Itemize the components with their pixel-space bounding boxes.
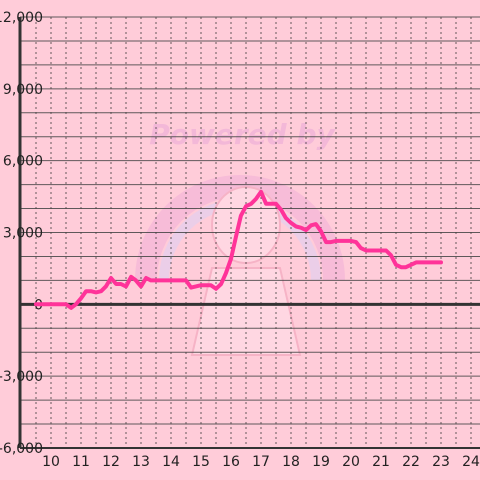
x-tick-label: 20 (342, 454, 360, 470)
y-tick-label: 9,000 (3, 82, 43, 98)
watermark-text: Powered by (149, 118, 336, 151)
x-tick-label: 19 (312, 454, 330, 470)
x-tick-label: 18 (282, 454, 300, 470)
x-tick-label: 23 (432, 454, 450, 470)
x-tick-label: 24 (462, 454, 480, 470)
y-tick-label: 12,000 (0, 10, 43, 26)
major-grid (20, 16, 480, 449)
axes (18, 17, 480, 449)
x-tick-label: 10 (42, 454, 60, 470)
x-tick-label: 11 (72, 454, 90, 470)
series-layer (34, 189, 443, 310)
x-tick-label: 15 (192, 454, 210, 470)
y-tick-label: -3,000 (0, 369, 43, 385)
x-tick-label: 22 (402, 454, 420, 470)
x-tick-label: 13 (132, 454, 150, 470)
watermark-figure-body (190, 267, 302, 356)
x-tick-labels: 10 11 12 13 14 15 16 17 18 19 20 21 22 23 24 (42, 454, 480, 470)
y-tick-label: -6,000 (0, 441, 43, 457)
x-tick-label: 16 (222, 454, 240, 470)
x-tick-label: 14 (162, 454, 180, 470)
x-tick-label: 21 (372, 454, 390, 470)
y-tick-label: 3,000 (3, 226, 43, 242)
x-tick-label: 12 (102, 454, 120, 470)
y-tick-label: 6,000 (3, 154, 43, 170)
series-line-0 (34, 189, 443, 310)
x-tick-label: 17 (252, 454, 270, 470)
